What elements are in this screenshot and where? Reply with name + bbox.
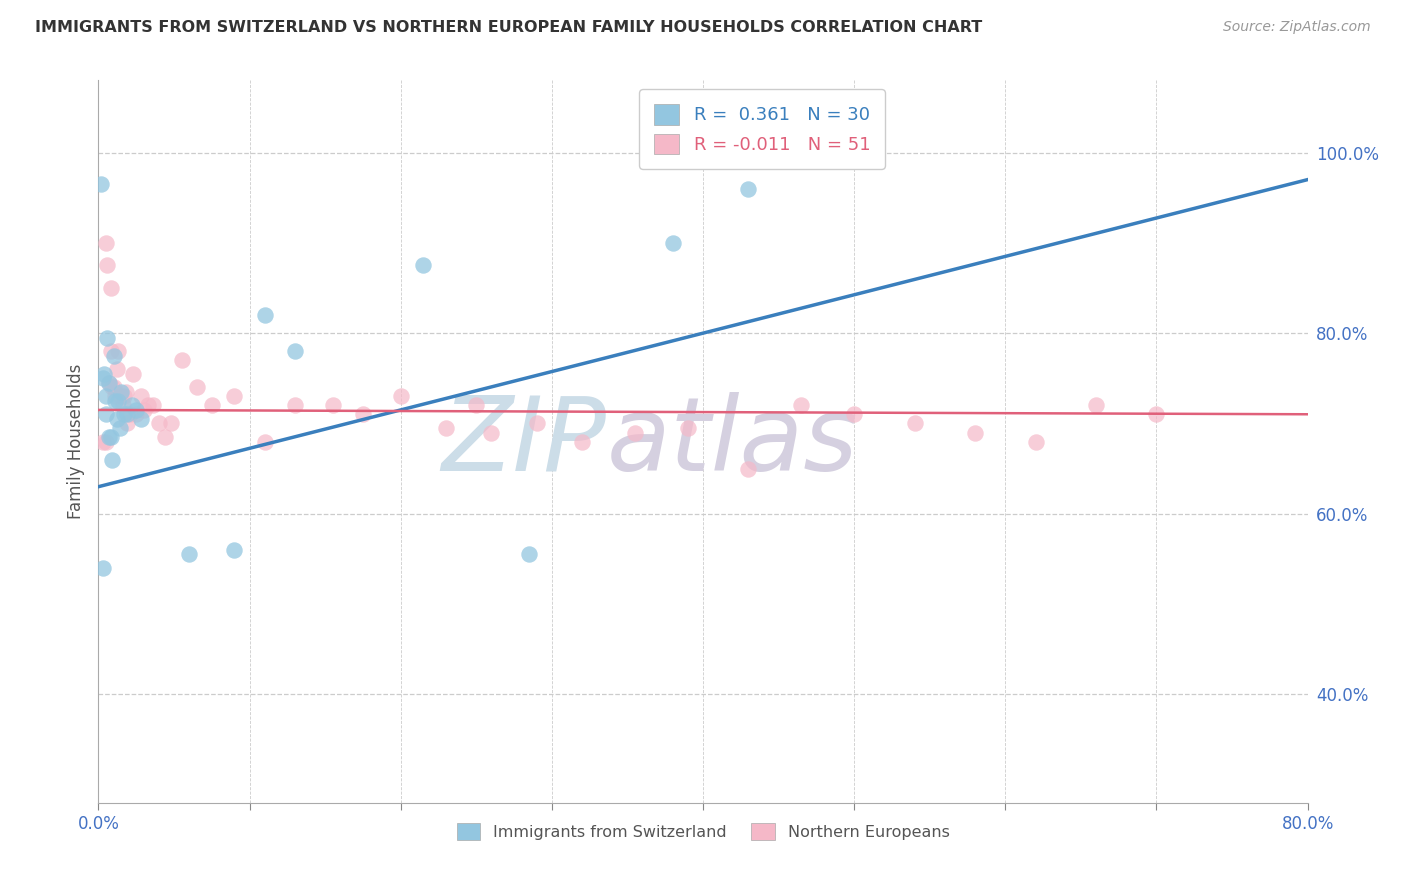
Point — [107, 344, 129, 359]
Point — [115, 417, 138, 431]
Point — [132, 403, 155, 417]
Point — [1024, 434, 1046, 449]
Point — [1144, 408, 1167, 422]
Point — [253, 308, 276, 322]
Point — [90, 177, 112, 191]
Point — [412, 259, 434, 273]
Point — [91, 561, 114, 575]
Point — [434, 421, 457, 435]
Point — [111, 398, 134, 412]
Point — [526, 417, 548, 431]
Text: ZIP: ZIP — [441, 392, 606, 491]
Legend: Immigrants from Switzerland, Northern Europeans: Immigrants from Switzerland, Northern Eu… — [450, 817, 956, 847]
Point — [104, 393, 127, 408]
Point — [110, 384, 132, 399]
Point — [186, 380, 208, 394]
Point — [122, 367, 145, 381]
Point — [322, 398, 344, 412]
Point — [110, 389, 132, 403]
Point — [103, 349, 125, 363]
Point — [100, 344, 122, 359]
Point — [98, 376, 121, 390]
Point — [1085, 398, 1108, 412]
Point — [96, 331, 118, 345]
Point — [284, 398, 307, 412]
Point — [107, 393, 129, 408]
Point — [170, 353, 193, 368]
Point — [661, 235, 683, 250]
Point — [179, 548, 201, 562]
Point — [114, 384, 136, 399]
Point — [104, 389, 127, 403]
Point — [94, 434, 117, 449]
Point — [94, 235, 117, 250]
Point — [571, 434, 593, 449]
Point — [100, 430, 122, 444]
Point — [96, 259, 118, 273]
Text: atlas: atlas — [606, 392, 858, 491]
Point — [98, 376, 121, 390]
Point — [112, 389, 135, 403]
Point — [112, 408, 135, 422]
Point — [148, 417, 170, 431]
Point — [965, 425, 987, 440]
Point — [201, 398, 224, 412]
Point — [94, 389, 117, 403]
Text: Source: ZipAtlas.com: Source: ZipAtlas.com — [1223, 20, 1371, 34]
Point — [98, 430, 121, 444]
Point — [129, 389, 152, 403]
Point — [904, 417, 927, 431]
Point — [115, 408, 138, 422]
Point — [160, 417, 183, 431]
Point — [790, 398, 813, 412]
Point — [284, 344, 307, 359]
Point — [125, 403, 148, 417]
Point — [125, 408, 148, 422]
Point — [465, 398, 488, 412]
Point — [121, 398, 143, 412]
Point — [91, 434, 114, 449]
Point — [105, 362, 128, 376]
Point — [105, 412, 128, 426]
Point — [517, 548, 540, 562]
Point — [481, 425, 503, 440]
Point — [153, 430, 176, 444]
Point — [120, 408, 142, 422]
Point — [136, 398, 159, 412]
Point — [94, 408, 117, 422]
Point — [108, 421, 131, 435]
Point — [142, 398, 165, 412]
Point — [103, 380, 125, 394]
Point — [100, 281, 122, 295]
Point — [224, 542, 246, 557]
Point — [101, 380, 124, 394]
Point — [737, 461, 759, 475]
Point — [624, 425, 647, 440]
Point — [676, 421, 699, 435]
Point — [224, 389, 246, 403]
Text: IMMIGRANTS FROM SWITZERLAND VS NORTHERN EUROPEAN FAMILY HOUSEHOLDS CORRELATION C: IMMIGRANTS FROM SWITZERLAND VS NORTHERN … — [35, 20, 983, 35]
Y-axis label: Family Households: Family Households — [66, 364, 84, 519]
Point — [93, 367, 115, 381]
Point — [389, 389, 412, 403]
Point — [352, 408, 374, 422]
Point — [101, 452, 124, 467]
Point — [253, 434, 276, 449]
Point — [737, 182, 759, 196]
Point — [129, 412, 152, 426]
Point — [844, 408, 866, 422]
Point — [91, 371, 114, 385]
